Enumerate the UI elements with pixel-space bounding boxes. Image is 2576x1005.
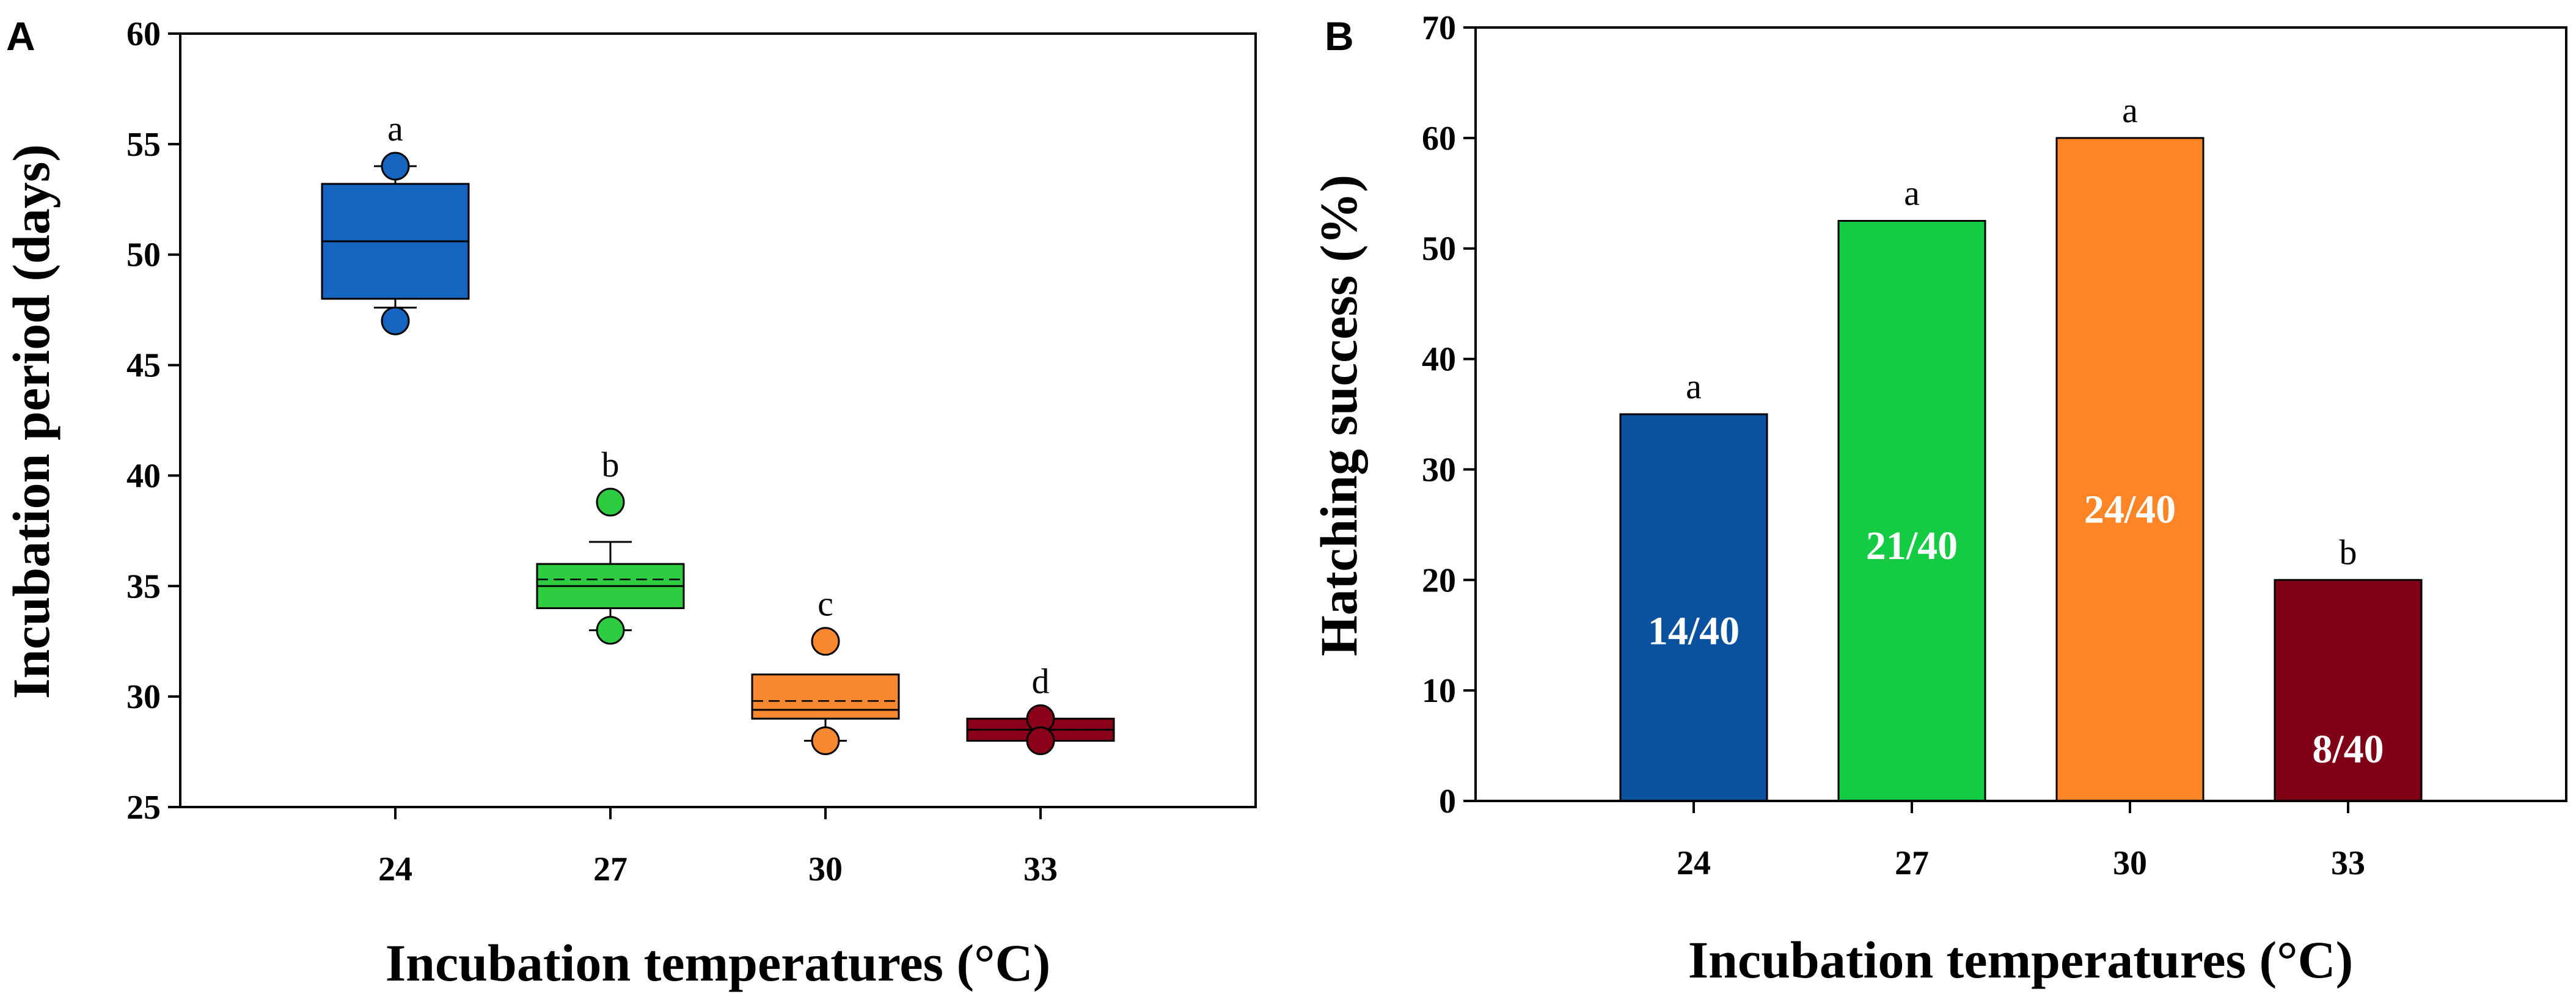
bar-group-24: a 14/40 — [1619, 367, 1768, 802]
panel-a-y-axis: 25 30 35 40 45 50 55 60 — [126, 15, 180, 827]
y-tick-label: 40 — [1422, 341, 1456, 379]
panel-a-plot-frame — [179, 32, 1257, 808]
y-tick-label: 60 — [126, 15, 161, 53]
panel-a-x-axis: 24 27 30 33 — [378, 807, 1058, 888]
box-group-27: b — [536, 445, 685, 645]
y-tick-label: 50 — [1422, 230, 1456, 268]
significance-letter: a — [1686, 367, 1702, 406]
y-tick-label: 0 — [1439, 783, 1456, 820]
panel-b-plot-frame — [1474, 26, 2567, 802]
panel-b-y-axis: 0 10 20 30 40 50 60 70 — [1422, 9, 1476, 820]
y-tick-label: 70 — [1422, 9, 1456, 47]
x-tick-label: 30 — [808, 850, 843, 888]
y-tick-label: 45 — [126, 347, 161, 385]
panel-b-x-axis: 24 27 30 33 — [1677, 801, 2365, 882]
significance-letter: d — [1032, 661, 1050, 701]
bar — [2055, 137, 2205, 802]
y-tick-label: 10 — [1422, 672, 1456, 710]
panel-a-marks: a b c d — [321, 109, 1115, 755]
panel-a-x-axis-title: Incubation temperatures (°C) — [386, 934, 1051, 992]
significance-letter: b — [2340, 532, 2357, 572]
box-group-24: a — [321, 109, 470, 335]
x-tick-label: 27 — [1895, 844, 1929, 882]
outlier-point — [811, 726, 840, 755]
significance-letter: a — [2122, 90, 2138, 130]
panel-b: B a 14/40 a 21/40 a 24/40 b 8/40 0 10 20 30 40 50 60 7… — [1309, 9, 2567, 989]
panel-b-marks: a 14/40 a 21/40 a 24/40 b 8/40 — [1619, 90, 2423, 802]
panel-b-label: B — [1325, 13, 1354, 59]
y-tick-label: 55 — [126, 126, 161, 164]
y-tick-label: 40 — [126, 457, 161, 495]
x-tick-label: 24 — [378, 850, 412, 888]
bar — [2274, 579, 2423, 802]
significance-letter: a — [1904, 174, 1920, 213]
outlier-point — [811, 627, 840, 656]
x-tick-label: 33 — [2331, 844, 2365, 882]
outlier-point — [381, 306, 410, 335]
bar-count-label: 24/40 — [2084, 488, 2176, 532]
significance-letter: a — [387, 109, 403, 148]
box-group-30: c — [751, 584, 900, 755]
outlier-point — [596, 488, 625, 517]
significance-letter: b — [602, 445, 620, 484]
bar — [1837, 220, 1986, 802]
outlier-point — [1026, 726, 1055, 755]
y-tick-label: 25 — [126, 789, 161, 827]
y-tick-label: 50 — [126, 236, 161, 274]
panel-b-x-axis-title: Incubation temperatures (°C) — [1688, 930, 2354, 989]
bar-count-label: 14/40 — [1648, 608, 1740, 653]
outlier-point — [596, 616, 625, 645]
x-tick-label: 24 — [1677, 844, 1711, 882]
y-tick-label: 30 — [1422, 451, 1456, 489]
bar-count-label: 8/40 — [2312, 727, 2384, 772]
panel-b-y-axis-title: Hatching success (%) — [1309, 175, 1368, 656]
y-tick-label: 60 — [1422, 120, 1456, 158]
panel-a: A a b c d 25 30 35 40 45 50 55 60 24 27 30 33 Incubat… — [2, 13, 1257, 992]
bar-count-label: 21/40 — [1866, 524, 1958, 568]
box-group-33: d — [966, 661, 1115, 755]
x-tick-label: 27 — [593, 850, 628, 888]
y-tick-label: 30 — [126, 678, 161, 716]
y-tick-label: 20 — [1422, 561, 1456, 599]
x-tick-label: 30 — [2113, 844, 2147, 882]
x-tick-label: 33 — [1023, 850, 1058, 888]
bar-group-27: a 21/40 — [1837, 174, 1986, 802]
y-tick-label: 35 — [126, 568, 161, 605]
bar-group-33: b 8/40 — [2274, 532, 2423, 802]
bar — [1619, 413, 1768, 802]
significance-letter: c — [818, 584, 833, 624]
bar-group-30: a 24/40 — [2055, 90, 2205, 802]
panel-a-label: A — [6, 13, 35, 59]
box — [751, 673, 900, 720]
outlier-point — [381, 152, 410, 181]
panel-a-y-axis-title: Incubation period (days) — [2, 144, 60, 699]
